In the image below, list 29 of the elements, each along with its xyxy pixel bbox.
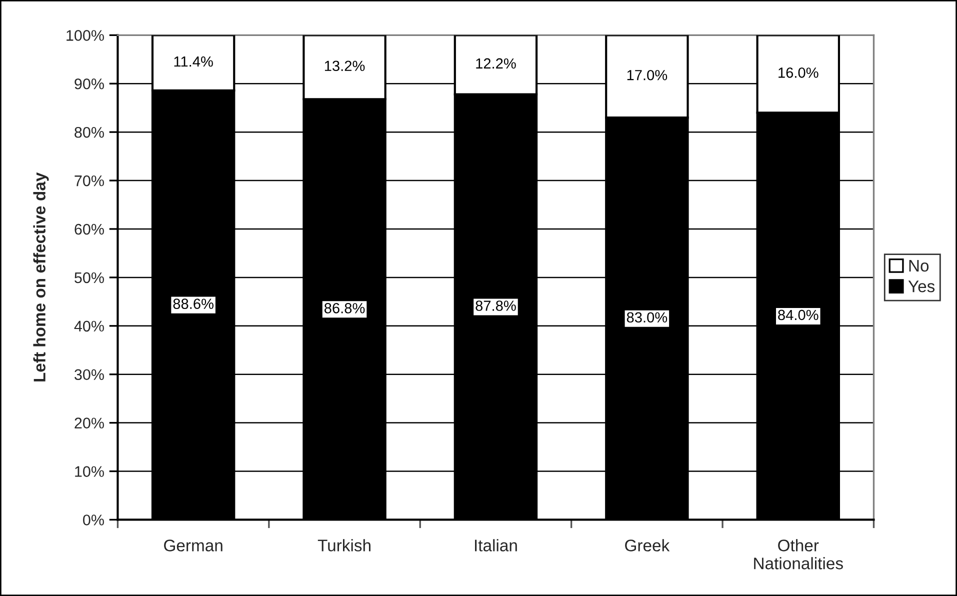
y-axis-title: Left home on effective day (33, 172, 49, 382)
y-tick-label: 60% (74, 224, 104, 235)
y-tick-label: 70% (74, 175, 104, 186)
x-tick-label: Other Nationalities (754, 539, 843, 570)
y-tick-label: 10% (75, 466, 104, 477)
data-label: 86.8% (324, 303, 365, 314)
y-tick-label: 90% (74, 78, 104, 90)
y-tick-label: 0% (83, 514, 104, 526)
x-tick-label: Italian (475, 539, 517, 552)
legend-label: Yes (908, 280, 935, 292)
x-tick-label: German (164, 540, 222, 552)
data-label: 83.0% (626, 312, 668, 323)
data-label: 88.6% (173, 298, 214, 309)
y-tick-label: 100% (66, 30, 104, 41)
legend-label: No (909, 260, 929, 272)
x-tick-label: Turkish (318, 539, 370, 552)
data-label: 16.0% (778, 68, 818, 78)
data-label: 87.8% (476, 300, 516, 311)
x-tick-label: Greek (625, 539, 670, 552)
y-tick-label: 40% (74, 320, 104, 332)
data-label: 12.2% (476, 58, 516, 69)
y-tick-label: 20% (74, 418, 104, 428)
data-label: 11.4% (174, 56, 213, 67)
data-label: 84.0% (778, 310, 818, 320)
y-tick-label: 80% (74, 126, 104, 138)
y-tick-label: 30% (74, 369, 104, 380)
data-label: 17.0% (627, 70, 668, 80)
y-tick-label: 50% (74, 272, 104, 284)
data-label: 13.2% (324, 60, 365, 72)
